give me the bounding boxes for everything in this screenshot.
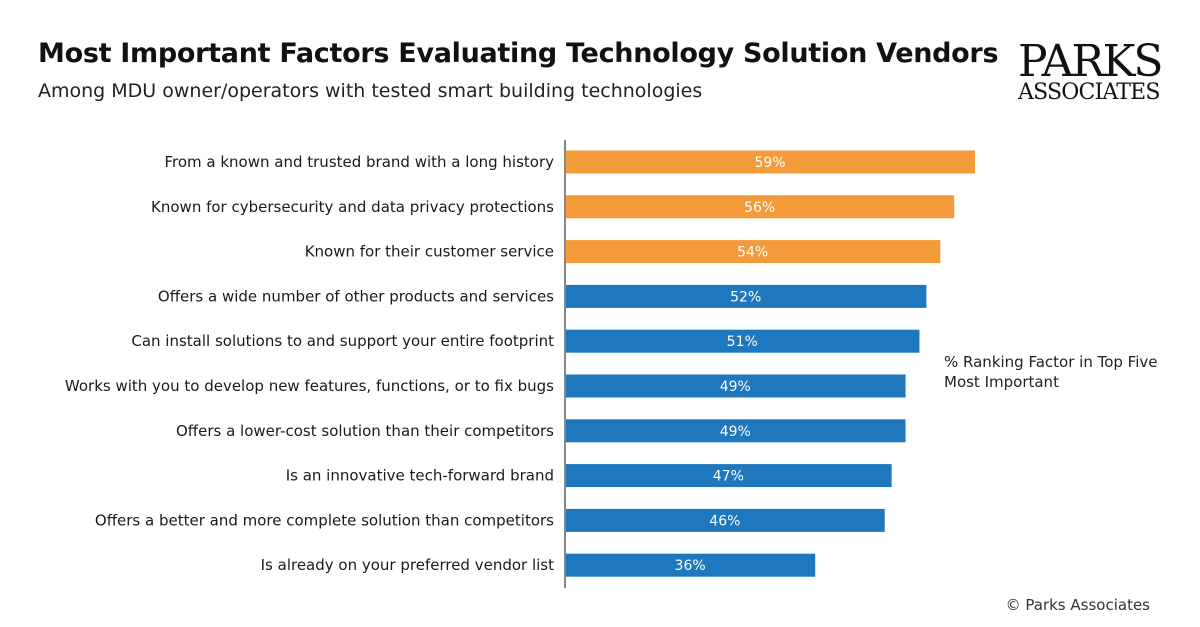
logo-line-parks: PARKS bbox=[1018, 36, 1163, 87]
category-label: Can install solutions to and support you… bbox=[131, 332, 554, 350]
bar-value-label: 47% bbox=[713, 469, 744, 485]
bar-value-label: 52% bbox=[730, 289, 761, 305]
category-label: Is an innovative tech-forward brand bbox=[286, 467, 554, 485]
bar bbox=[565, 150, 976, 174]
bar-value-label: 51% bbox=[727, 334, 758, 350]
bar-value-label: 59% bbox=[754, 155, 785, 171]
parks-associates-logo: PARKS ASSOCIATES bbox=[1018, 36, 1163, 105]
bar bbox=[565, 240, 941, 264]
bar bbox=[565, 284, 927, 308]
bar bbox=[565, 195, 955, 219]
category-label: Offers a wide number of other products a… bbox=[158, 287, 554, 305]
bar bbox=[565, 553, 816, 577]
category-label: Offers a lower-cost solution than their … bbox=[176, 422, 554, 440]
bar-value-label: 49% bbox=[720, 424, 751, 440]
bar-value-label: 46% bbox=[709, 513, 740, 529]
category-label: Is already on your preferred vendor list bbox=[261, 556, 554, 574]
bar bbox=[565, 329, 920, 353]
logo-line-associates: ASSOCIATES bbox=[1018, 80, 1161, 105]
category-label: From a known and trusted brand with a lo… bbox=[164, 153, 554, 171]
bar bbox=[565, 419, 906, 443]
measure-note: % Ranking Factor in Top Five Most Import… bbox=[944, 353, 1158, 391]
copyright-text: © Parks Associates bbox=[1005, 596, 1150, 614]
bar-value-label: 54% bbox=[737, 245, 768, 261]
bar bbox=[565, 508, 885, 532]
chart-subtitle: Among MDU owner/operators with tested sm… bbox=[38, 80, 703, 102]
bar bbox=[565, 464, 892, 488]
category-label: Works with you to develop new features, … bbox=[65, 377, 554, 395]
bar-value-label: 56% bbox=[744, 200, 775, 216]
category-label: Offers a better and more complete soluti… bbox=[95, 511, 554, 529]
bar-value-label: 49% bbox=[720, 379, 751, 395]
bar bbox=[565, 374, 906, 398]
chart-title: Most Important Factors Evaluating Techno… bbox=[38, 38, 999, 69]
category-label: Known for their customer service bbox=[305, 243, 554, 261]
bar-value-label: 36% bbox=[675, 558, 706, 574]
category-label: Known for cybersecurity and data privacy… bbox=[151, 198, 554, 216]
